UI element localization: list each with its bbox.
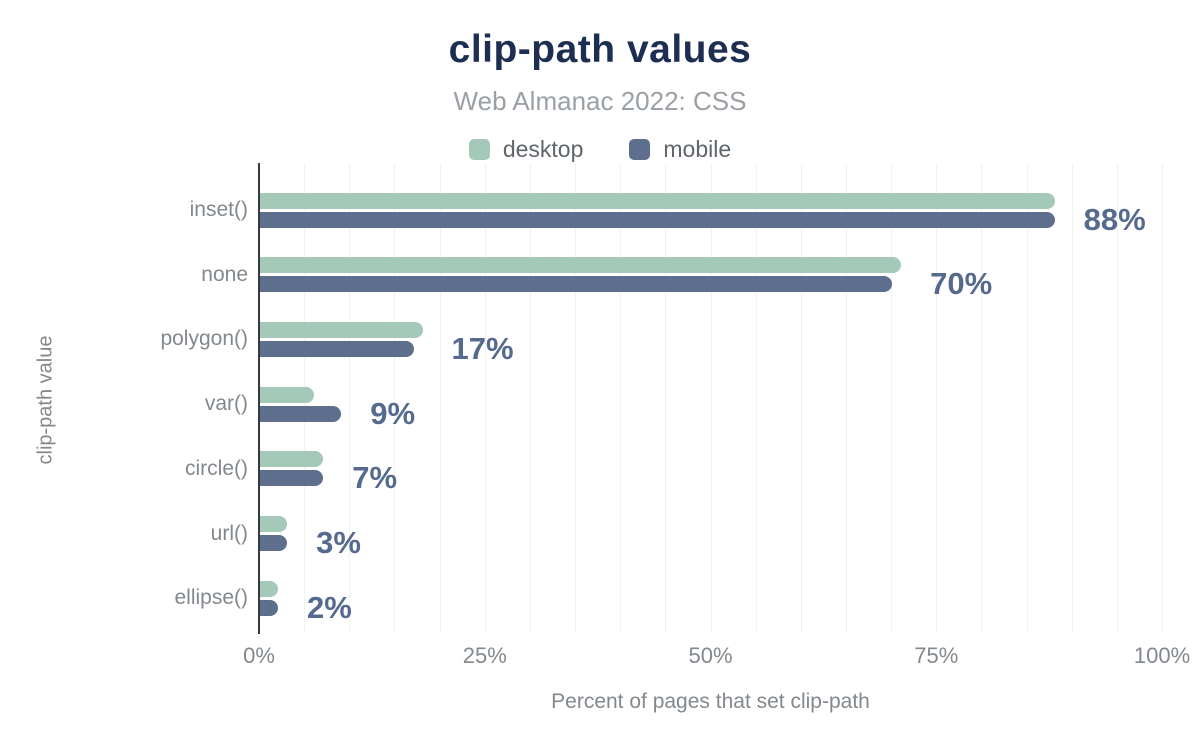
desktop-series-swatch-icon: [468, 139, 490, 160]
bar-mobile-circle()[interactable]: [260, 470, 324, 487]
bar-mobile-url()[interactable]: [260, 535, 288, 551]
x-tick-label: 0%: [243, 643, 275, 668]
gridline: [439, 164, 441, 633]
gridline: [710, 164, 712, 633]
gridline: [981, 164, 983, 633]
value-label: 17%: [451, 330, 514, 366]
category-label: inset(): [189, 198, 248, 221]
legend: desktop mobile: [0, 136, 1200, 163]
gridline: [1071, 164, 1073, 633]
value-label: 3%: [316, 525, 361, 560]
legend-item-mobile[interactable]: mobile: [629, 136, 731, 163]
gridline: [845, 164, 847, 633]
bar-desktop-ellipse()[interactable]: [260, 580, 279, 597]
value-label: 9%: [370, 395, 416, 431]
gridline: [529, 164, 531, 633]
value-label: 88%: [1083, 201, 1146, 237]
chart-title: clip-path values: [448, 28, 752, 71]
mobile-series-swatch-icon: [629, 139, 651, 160]
x-tick-label: 75%: [914, 643, 959, 668]
gridline: [1026, 164, 1028, 633]
x-axis-title: Percent of pages that set clip-path: [551, 690, 870, 713]
x-tick-label: 50%: [688, 643, 733, 668]
bar-mobile-var()[interactable]: [260, 405, 342, 422]
category-label: none: [201, 262, 248, 286]
gridline: [349, 164, 351, 633]
gridline: [1116, 164, 1118, 633]
bar-mobile-none[interactable]: [260, 276, 893, 293]
gridline: [575, 164, 577, 633]
y-axis-title: clip-path value: [34, 335, 57, 465]
category-label: var(): [204, 392, 248, 416]
y-axis-line: [258, 163, 260, 634]
x-tick-label: 25%: [462, 643, 507, 668]
bar-desktop-polygon()[interactable]: [260, 321, 423, 338]
value-label: 2%: [307, 589, 352, 625]
bar-mobile-ellipse()[interactable]: [260, 599, 279, 616]
bar-desktop-circle()[interactable]: [260, 451, 324, 468]
legend-item-desktop[interactable]: desktop: [468, 136, 584, 163]
value-label: 70%: [930, 266, 993, 302]
gridline: [936, 164, 938, 633]
x-tick-label: 100%: [1133, 643, 1191, 668]
category-label: circle(): [185, 456, 248, 480]
legend-label-mobile: mobile: [663, 136, 732, 162]
category-label: url(): [210, 521, 248, 545]
gridline: [1162, 164, 1163, 633]
value-label: 7%: [352, 460, 398, 496]
chart-subtitle: Web Almanac 2022: CSS: [453, 86, 747, 116]
gridline: [755, 164, 757, 633]
gridline: [891, 164, 893, 633]
category-label: polygon(): [160, 327, 248, 351]
gridline: [620, 164, 622, 633]
legend-label-desktop: desktop: [502, 136, 584, 162]
bar-desktop-none[interactable]: [260, 257, 902, 274]
category-label: ellipse(): [174, 586, 248, 610]
gridline: [484, 164, 486, 633]
bar-desktop-var()[interactable]: [260, 386, 315, 403]
gridline: [800, 164, 802, 633]
bar-desktop-inset()[interactable]: [260, 192, 1055, 209]
bar-desktop-url()[interactable]: [260, 516, 288, 532]
gridline: [394, 164, 396, 633]
bar-mobile-polygon()[interactable]: [260, 340, 414, 357]
gridline: [665, 164, 667, 633]
bar-mobile-inset()[interactable]: [260, 211, 1055, 228]
